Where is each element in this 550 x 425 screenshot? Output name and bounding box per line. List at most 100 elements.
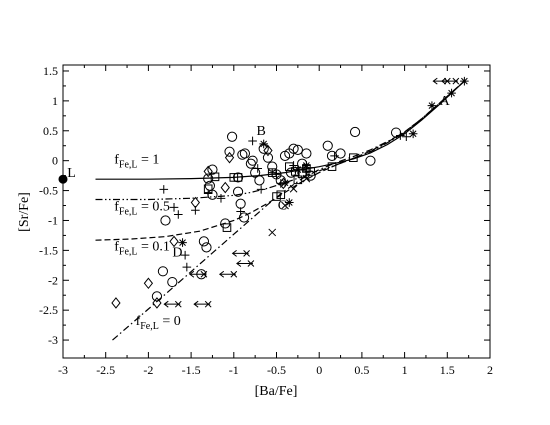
circle-marker xyxy=(245,158,256,169)
x-tick-label: -3 xyxy=(58,363,68,377)
asterisk-marker xyxy=(447,88,456,98)
asterisk-marker xyxy=(427,101,437,110)
curve-label-symbol: f xyxy=(114,239,119,254)
plus-marker xyxy=(330,151,339,161)
asterisk-marker xyxy=(280,178,290,188)
upper-limit-marker xyxy=(243,250,250,257)
upper-limit-marker xyxy=(204,300,212,308)
curve-label-value: = 0.5 xyxy=(138,199,170,214)
upper-limit-marker xyxy=(247,260,255,267)
annotation-label-l: L xyxy=(67,166,76,181)
asterisk-marker xyxy=(293,165,303,174)
x-tick-label: 1 xyxy=(402,363,408,377)
curve-label-subscript: Fe,L xyxy=(119,206,138,217)
y-tick-label: -2 xyxy=(48,273,58,287)
diamond-marker xyxy=(263,144,273,157)
diamond-marker xyxy=(169,235,179,248)
plus-marker xyxy=(276,179,286,188)
circle-marker xyxy=(288,143,299,154)
plus-marker xyxy=(236,207,245,216)
model-curve-dash-dot-dot xyxy=(95,80,465,201)
curve-label-value: = 1 xyxy=(138,153,160,168)
y-tick-label: -1.5 xyxy=(39,243,58,257)
cross-marker xyxy=(302,174,311,183)
plus-marker xyxy=(396,131,405,140)
asterisk-marker xyxy=(302,161,311,170)
upper-limit-marker xyxy=(174,300,182,308)
circle-marker xyxy=(198,236,210,247)
x-tick-label: 2 xyxy=(487,363,493,377)
curve-label-subscript: Fe,L xyxy=(119,160,138,171)
circle-marker xyxy=(238,212,250,223)
diamond-marker xyxy=(143,277,154,290)
plus-marker xyxy=(191,206,200,215)
circle-marker xyxy=(151,291,163,302)
x-axis-label: [Ba/Fe] xyxy=(255,384,298,399)
plus-marker xyxy=(182,262,192,272)
circle-marker xyxy=(157,266,169,277)
circle-marker xyxy=(226,131,238,142)
curve-label-subscript: Fe,L xyxy=(140,321,159,332)
circle-marker xyxy=(224,146,235,157)
x-tick-label: -1 xyxy=(229,363,239,377)
circle-marker xyxy=(247,155,258,166)
circle-marker xyxy=(203,173,214,184)
cross-marker xyxy=(268,228,277,237)
curve-label-value: = 0 xyxy=(159,314,181,329)
x-tick-label: -0.5 xyxy=(267,363,286,377)
curve-label: fFe,L = 1 xyxy=(114,153,159,171)
y-tick-label: 1 xyxy=(52,94,58,108)
curve-label-symbol: f xyxy=(114,153,119,168)
x-tick-label: 0.5 xyxy=(354,363,369,377)
plus-marker xyxy=(159,185,169,194)
y-tick-label: -3 xyxy=(48,333,58,347)
y-tick-label: -2.5 xyxy=(39,303,58,317)
circle-marker xyxy=(349,126,361,138)
plus-marker xyxy=(272,170,281,179)
x-tick-label: -1.5 xyxy=(182,363,201,377)
plus-marker xyxy=(267,168,277,177)
annotation-label-a: A xyxy=(440,94,451,109)
x-tick-label: 1.5 xyxy=(440,363,455,377)
model-curve-dash-dot xyxy=(112,80,465,341)
upper-limit-marker xyxy=(443,77,451,85)
circle-marker xyxy=(232,186,244,197)
y-tick-label: 0 xyxy=(52,154,58,168)
circle-marker xyxy=(292,144,303,156)
circle-marker xyxy=(160,215,171,226)
upper-limit-marker xyxy=(200,270,208,278)
plus-marker xyxy=(203,189,213,198)
diamond-marker xyxy=(203,165,213,178)
plus-marker xyxy=(256,185,266,194)
asterisk-marker xyxy=(408,129,418,139)
square-marker xyxy=(222,223,232,232)
circle-marker xyxy=(254,175,265,186)
plus-marker xyxy=(180,250,190,260)
upper-limit-marker xyxy=(230,270,238,278)
plus-marker xyxy=(253,164,263,173)
diamond-marker xyxy=(224,151,235,164)
curve-label-symbol: f xyxy=(114,199,119,214)
diamond-marker xyxy=(152,297,162,309)
circle-marker xyxy=(167,276,178,288)
diamond-marker xyxy=(220,181,230,194)
circle-marker xyxy=(201,242,212,253)
curve-label: fFe,L = 0.5 xyxy=(114,199,170,217)
square-marker xyxy=(233,173,243,182)
square-marker xyxy=(276,190,286,200)
x-tick-label: -2.5 xyxy=(96,363,115,377)
circle-marker xyxy=(207,164,218,175)
square-marker xyxy=(349,153,358,162)
plus-marker xyxy=(169,203,179,212)
y-tick-label: 1.5 xyxy=(43,64,58,78)
circle-marker xyxy=(322,140,333,151)
circle-marker xyxy=(232,172,244,183)
y-tick-label: -1 xyxy=(48,213,58,227)
circle-marker xyxy=(239,148,251,159)
cross-marker xyxy=(289,184,298,193)
y-axis-label: [Sr/Fe] xyxy=(17,192,32,232)
annotation-label-b: B xyxy=(256,124,265,139)
curve-label-value: = 0.1 xyxy=(138,239,170,254)
